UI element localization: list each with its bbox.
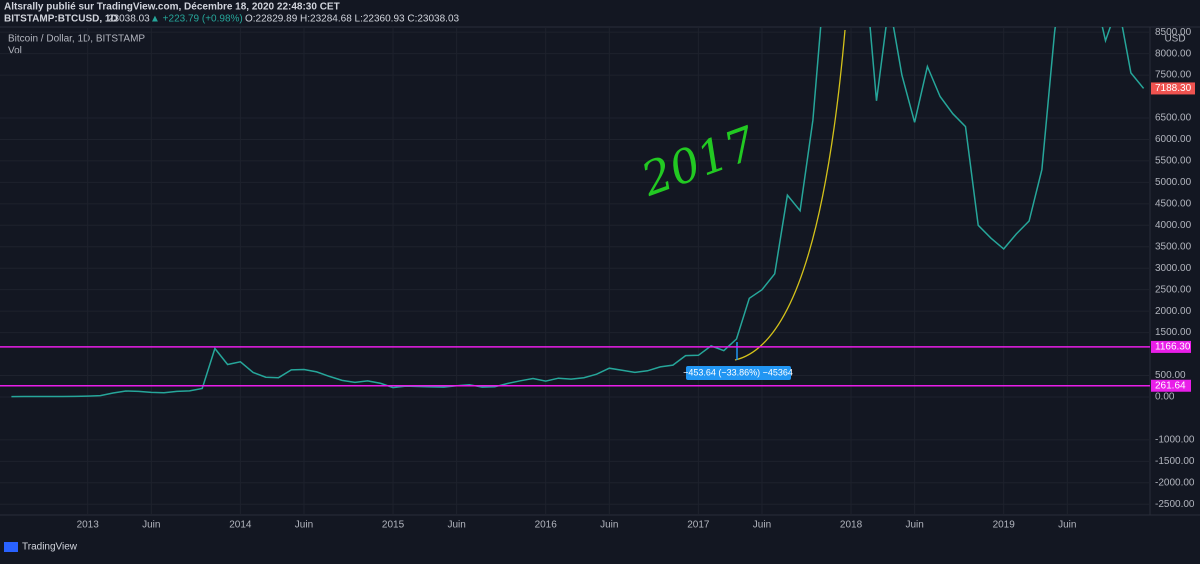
last-price-tag: [1151, 82, 1195, 95]
y-tick-label: 4500.00: [1155, 198, 1192, 209]
x-tick-label: Juin: [1058, 520, 1076, 531]
price-tag: [1151, 340, 1191, 353]
y-tick-label: 1500.00: [1155, 327, 1192, 338]
symbol: BITSTAMP:BTCUSD, 1D: [4, 14, 118, 25]
y-tick-label: 2000.00: [1155, 306, 1192, 317]
y-tick-label: 5000.00: [1155, 177, 1192, 188]
price-pane: [0, 27, 1150, 515]
x-tick-label: Juin: [600, 520, 618, 531]
x-tick-label: 2014: [229, 520, 252, 531]
last: 23038.03: [108, 14, 150, 25]
y-label: USD: [1164, 34, 1185, 45]
y-tick-label: -2500.00: [1155, 499, 1195, 510]
x-tick-label: 2016: [535, 520, 558, 531]
x-tick-label: 2019: [993, 520, 1016, 531]
last-price-label: 7188.30: [1155, 83, 1192, 94]
y-tick-label: 8000.00: [1155, 48, 1192, 59]
y-tick-label: 2500.00: [1155, 284, 1192, 295]
y-tick-label: 4000.00: [1155, 220, 1192, 231]
y-tick-label: 8500.00: [1155, 27, 1192, 38]
x-tick-label: 2017: [687, 520, 710, 531]
ohlc: O:22829.89 H:23284.68 L:22360.93 C:23038…: [245, 14, 460, 25]
y-tick-label: 7500.00: [1155, 70, 1192, 81]
change: ▲ +223.79 (+0.98%): [150, 14, 243, 25]
price-line: [11, 27, 1145, 398]
y-tick-label: 6000.00: [1155, 134, 1192, 145]
footer: TradingView: [22, 542, 78, 553]
measure-label: −453.64 (−33.86%) −45364: [683, 367, 793, 377]
y-tick-label: -1500.00: [1155, 456, 1195, 467]
y-tick-label: 3500.00: [1155, 241, 1192, 252]
price-tag: [1151, 379, 1191, 392]
price-tag-label: 1166.30: [1155, 342, 1191, 353]
y-tick-label: 500.00: [1155, 370, 1186, 381]
y-tick-label: 0.00: [1155, 392, 1175, 403]
x-tick-label: Juin: [753, 520, 771, 531]
y-tick-label: -1000.00: [1155, 435, 1195, 446]
chart-title: Bitcoin / Dollar, 1D, BITSTAMP: [8, 34, 145, 45]
subtitle: Vol: [8, 46, 22, 57]
x-tick-label: 2015: [382, 520, 405, 531]
x-tick-label: Juin: [295, 520, 313, 531]
logo: [4, 542, 18, 552]
y-tick-label: 6500.00: [1155, 113, 1192, 124]
x-tick-label: Juin: [905, 520, 923, 531]
measure-box: [686, 366, 791, 380]
x-tick-label: 2013: [77, 520, 100, 531]
publisher: Altsrally publié sur TradingView.com, Dé…: [4, 2, 340, 13]
x-tick-label: Juin: [142, 520, 160, 531]
x-tick-label: 2018: [840, 520, 863, 531]
price-tag-label: 261.64: [1155, 380, 1186, 391]
x-tick-label: Juin: [447, 520, 465, 531]
y-tick-label: 3000.00: [1155, 263, 1192, 274]
y-tick-label: -2000.00: [1155, 477, 1195, 488]
y-tick-label: 5500.00: [1155, 156, 1192, 167]
